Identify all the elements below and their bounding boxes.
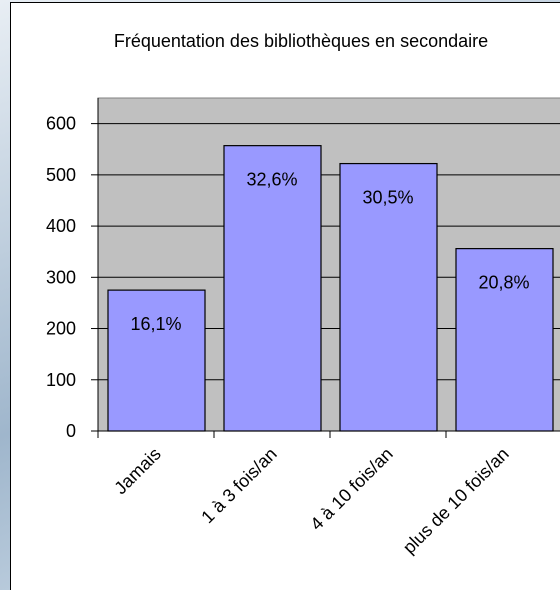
y-tick-label: 400 bbox=[46, 216, 76, 236]
x-tick-label: plus de 10 fois/an bbox=[399, 444, 513, 558]
data-label: 16,1% bbox=[130, 314, 181, 334]
y-tick-label: 300 bbox=[46, 267, 76, 287]
bar bbox=[107, 289, 206, 432]
x-tick-label: Jamais bbox=[110, 444, 164, 498]
data-label: 32,6% bbox=[246, 170, 297, 190]
data-label: 30,5% bbox=[362, 188, 413, 208]
chart-title: Fréquentation des bibliothèques en secon… bbox=[113, 31, 489, 51]
data-label: 20,8% bbox=[478, 273, 529, 293]
y-tick-label: 500 bbox=[46, 165, 76, 185]
y-tick-label: 600 bbox=[46, 114, 76, 134]
x-tick-label: 1 à 3 fois/an bbox=[197, 444, 280, 527]
chart: 0 100 200 300 400 500 600 16,1% 32,6% 30,5% 20,8% J… bbox=[46, 97, 560, 558]
x-tick-label: 4 à 10 fois/an bbox=[306, 444, 397, 535]
bar bbox=[455, 248, 554, 432]
y-tick-label: 200 bbox=[46, 319, 76, 339]
bar bbox=[339, 162, 438, 432]
chart-panel: Fréquentation des bibliothèques en secon… bbox=[10, 2, 560, 590]
y-tick-label: 0 bbox=[66, 421, 76, 441]
y-tick-label: 100 bbox=[46, 370, 76, 390]
